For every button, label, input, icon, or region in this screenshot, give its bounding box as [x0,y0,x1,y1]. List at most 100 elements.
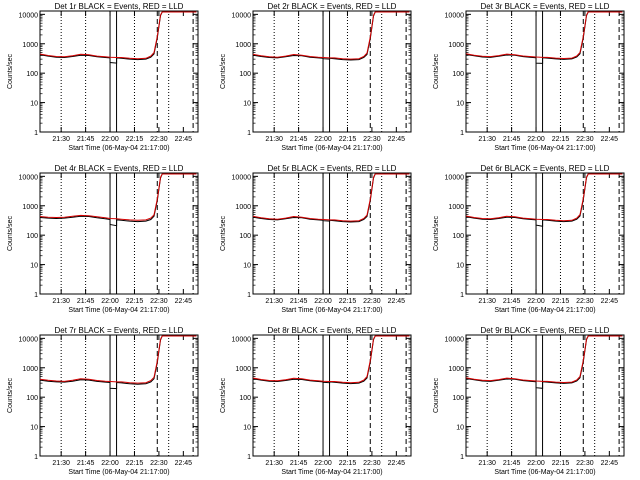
detector-panel-2: Det 2r BLACK = Events, RED = LLD 1 10 100 10… [220,2,412,152]
x-tick-label: 22:30 [363,136,381,143]
y-axis-label: Counts/sec [220,377,227,413]
x-axis-label: Start Time (06-May-04 21:17:00) [68,145,169,152]
y-tick-label: 1 [247,292,251,299]
x-axis-label: Start Time (06-May-04 21:17:00) [494,307,595,314]
x-tick-label: 22:00 [101,460,119,467]
y-tick-label: 1000 [22,42,38,49]
panel-title: Det 2r BLACK = Events, RED = LLD [268,2,397,11]
y-tick-label: 10 [243,101,251,108]
y-tick-label: 10000 [445,12,465,19]
detector-panel-7: Det 7r BLACK = Events, RED = LLD 1 10 100 10… [7,326,199,476]
y-tick-label: 1 [460,454,464,461]
x-axis-label: Start Time (06-May-04 21:17:00) [281,145,382,152]
y-tick-label: 1 [460,130,464,137]
y-tick-label: 10 [30,425,38,432]
plot-frame [465,172,625,295]
panel-title: Det 8r BLACK = Events, RED = LLD [268,326,397,335]
x-tick-label: 21:45 [290,298,308,305]
x-axis-label: Start Time (06-May-04 21:17:00) [281,469,382,476]
y-tick-label: 10 [243,425,251,432]
x-tick-label: 22:45 [388,460,406,467]
y-tick-label: 1 [247,130,251,137]
x-tick-label: 22:15 [552,136,570,143]
x-tick-label: 22:30 [150,460,168,467]
series-lld-line [39,11,197,60]
x-tick-label: 22:15 [126,460,144,467]
x-axis-label: Start Time (06-May-04 21:17:00) [494,145,595,152]
x-tick-label: 22:00 [314,460,332,467]
y-tick-label: 1000 [235,366,251,373]
x-tick-label: 21:30 [478,460,496,467]
y-axis-label: Counts/sec [7,377,14,413]
x-tick-label: 21:30 [265,136,283,143]
y-tick-label: 1 [460,292,464,299]
x-tick-label: 22:45 [175,298,193,305]
x-tick-label: 22:45 [388,298,406,305]
x-axis-label: Start Time (06-May-04 21:17:00) [281,307,382,314]
series-events-line [39,11,197,64]
x-tick-label: 21:30 [52,460,70,467]
x-tick-label: 22:15 [126,136,144,143]
panel-title: Det 6r BLACK = Events, RED = LLD [481,164,610,173]
series-lld-line [465,173,623,222]
y-tick-label: 1000 [448,204,464,211]
x-tick-label: 21:30 [265,460,283,467]
y-tick-label: 10000 [19,174,39,181]
x-tick-label: 21:30 [52,136,70,143]
panel-title: Det 5r BLACK = Events, RED = LLD [268,164,397,173]
detector-panel-6: Det 6r BLACK = Events, RED = LLD 1 10 100 10… [433,164,625,314]
y-tick-label: 10000 [232,12,252,19]
y-tick-label: 1000 [22,204,38,211]
y-axis-label: Counts/sec [7,53,14,89]
y-tick-label: 10 [456,425,464,432]
y-tick-label: 10 [456,263,464,270]
y-tick-label: 100 [239,71,251,78]
y-tick-label: 10000 [19,12,39,19]
x-tick-label: 22:15 [339,136,357,143]
y-tick-label: 10000 [19,336,39,343]
y-axis-label: Counts/sec [220,215,227,251]
panel-title: Det 9r BLACK = Events, RED = LLD [481,326,610,335]
plot-frame [252,10,412,133]
x-tick-label: 22:00 [314,298,332,305]
x-tick-label: 22:30 [576,136,594,143]
x-tick-label: 22:15 [126,298,144,305]
x-tick-label: 21:30 [265,298,283,305]
y-axis-label: Counts/sec [220,53,227,89]
detector-panel-5: Det 5r BLACK = Events, RED = LLD 1 10 100 10… [220,164,412,314]
x-tick-label: 22:00 [527,136,545,143]
y-axis-label: Counts/sec [433,53,440,89]
y-tick-label: 1000 [235,42,251,49]
x-tick-label: 22:30 [576,460,594,467]
x-tick-label: 21:45 [503,136,521,143]
y-tick-label: 10 [456,101,464,108]
series-events-line [465,11,623,64]
plot-frame [39,334,199,457]
y-tick-label: 10 [30,101,38,108]
x-tick-label: 22:30 [363,298,381,305]
x-tick-label: 22:45 [175,460,193,467]
plot-frame [39,172,199,295]
x-axis-label: Start Time (06-May-04 21:17:00) [68,307,169,314]
y-tick-label: 100 [239,233,251,240]
x-tick-label: 21:30 [478,298,496,305]
plot-frame [252,334,412,457]
x-axis-label: Start Time (06-May-04 21:17:00) [68,469,169,476]
panel-title: Det 3r BLACK = Events, RED = LLD [481,2,610,11]
y-tick-label: 100 [26,233,38,240]
y-tick-label: 1 [34,454,38,461]
y-tick-label: 10000 [445,336,465,343]
y-tick-label: 100 [239,395,251,402]
x-tick-label: 22:00 [527,460,545,467]
y-tick-label: 10000 [232,336,252,343]
y-tick-label: 1 [34,130,38,137]
x-tick-label: 22:15 [552,298,570,305]
y-tick-label: 1000 [448,42,464,49]
series-lld-line [39,173,197,221]
y-tick-label: 1000 [235,204,251,211]
y-tick-label: 1000 [22,366,38,373]
x-tick-label: 22:45 [601,298,619,305]
x-tick-label: 22:30 [363,460,381,467]
y-tick-label: 1 [247,454,251,461]
